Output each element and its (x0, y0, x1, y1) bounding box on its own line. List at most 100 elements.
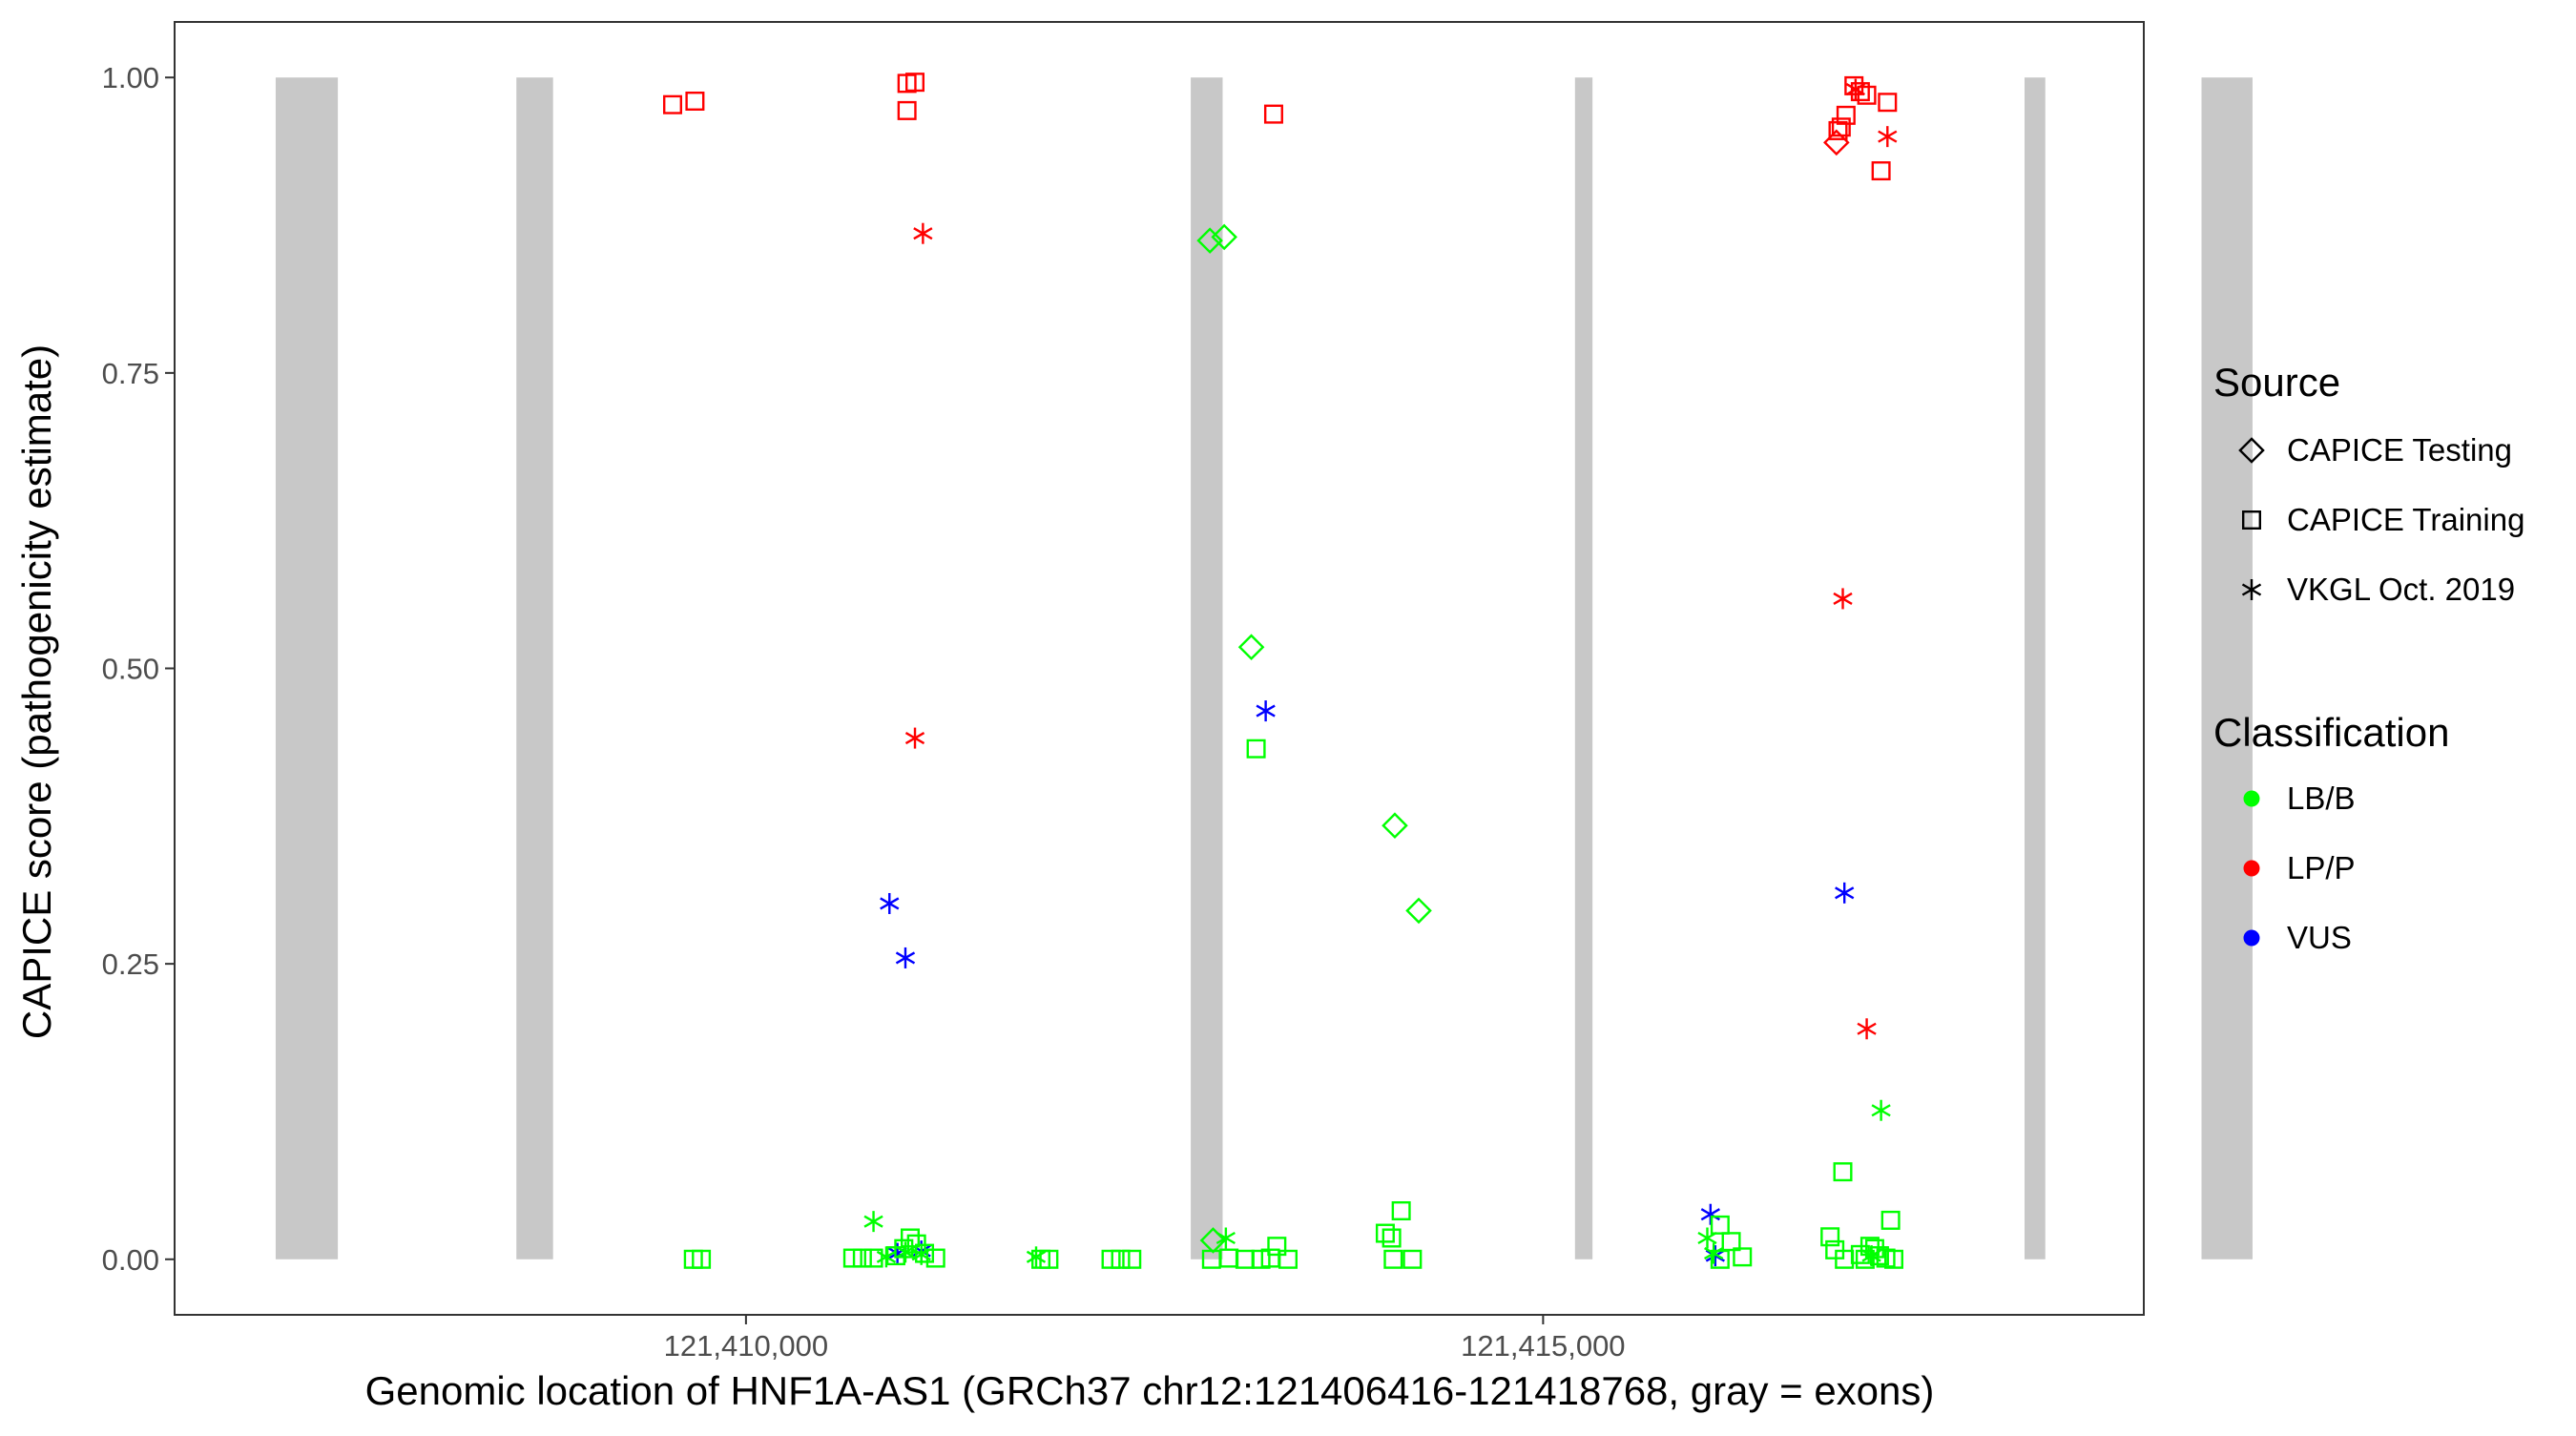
training-lbb-point (1833, 1162, 1853, 1182)
legend-source: Source CAPICE Testing CAPICE Training VKGL … (2213, 360, 2524, 607)
training-lbb-point (1710, 1249, 1730, 1269)
testing-lbb-point (1405, 897, 1432, 925)
legend-classification: Classification LB/B LP/P VUS (2213, 710, 2449, 955)
training-lpp-point (905, 73, 925, 93)
y-tick-label: 0.50 (102, 653, 159, 686)
training-lpp-point (1878, 93, 1898, 113)
training-lpp-point (1857, 85, 1877, 105)
y-axis-title: CAPICE score (pathogenicity estimate) (14, 344, 59, 1039)
exon-band (516, 77, 553, 1259)
training-lbb-point (900, 1228, 920, 1248)
vkgl-vus-point (1835, 882, 1855, 904)
training-lbb-point (1855, 1249, 1875, 1269)
vkgl-lpp-point (904, 727, 925, 749)
plot-panel-border (174, 21, 2145, 1316)
training-lbb-point (1375, 1223, 1395, 1243)
training-lbb-point (1383, 1249, 1403, 1269)
training-lbb-point (1391, 1201, 1411, 1221)
legend-diamond-icon (2238, 437, 2265, 464)
legend-square-icon (2241, 510, 2261, 531)
y-axis-ticks: 0.00 0.25 0.50 0.75 1.00 (102, 61, 175, 1277)
vkgl-vus-point (1705, 1245, 1725, 1267)
legend-color-dot-icon (2243, 790, 2260, 807)
training-lbb-point (1721, 1232, 1741, 1252)
training-lbb-point (852, 1248, 872, 1268)
vkgl-lbb-point (863, 1211, 883, 1233)
vkgl-lpp-point (1833, 588, 1853, 610)
training-lbb-point (894, 1238, 914, 1259)
y-tick-label: 0.00 (102, 1243, 159, 1277)
training-lbb-point (1219, 1248, 1239, 1268)
x-axis-ticks: 121,410,000 121,415,000 (664, 1315, 1626, 1363)
training-lpp-point (897, 100, 917, 120)
training-lpp-point (685, 91, 705, 111)
x-tick-label: 121,410,000 (664, 1329, 828, 1363)
exon-bands (275, 77, 2253, 1259)
training-lpp-point (1263, 104, 1283, 124)
vkgl-lbb-point (1026, 1246, 1047, 1268)
training-lbb-point (1820, 1227, 1840, 1247)
vkgl-lpp-point (1878, 126, 1898, 148)
legend-classification-label: VUS (2287, 920, 2352, 955)
training-lbb-point (1039, 1249, 1059, 1269)
legend-source-label: CAPICE Training (2287, 502, 2524, 537)
y-tick-label: 0.25 (102, 947, 159, 981)
training-lbb-point (1267, 1237, 1287, 1257)
training-lbb-point (692, 1249, 712, 1269)
exon-band (2025, 77, 2046, 1259)
legend-classification-title: Classification (2213, 710, 2449, 755)
legend-classification-label: LB/B (2287, 780, 2356, 816)
vkgl-lbb-point (876, 1246, 897, 1268)
y-tick-label: 1.00 (102, 61, 159, 94)
legend-source-label: CAPICE Testing (2287, 432, 2512, 468)
training-lbb-point (1710, 1215, 1730, 1235)
training-lbb-point (1111, 1249, 1131, 1269)
training-lbb-point (1880, 1210, 1901, 1230)
x-axis-title: Genomic location of HNF1A-AS1 (GRCh37 ch… (365, 1368, 1935, 1413)
legend-asterisk-icon (2241, 579, 2262, 600)
testing-lbb-point (1196, 227, 1223, 254)
vkgl-vus-point (880, 892, 900, 914)
testing-lbb-point (1237, 634, 1265, 661)
testing-lpp-point (1823, 129, 1850, 156)
training-lbb-point (1733, 1247, 1753, 1267)
training-lbb-point (863, 1248, 883, 1268)
exon-band (1574, 77, 1593, 1259)
training-lbb-point (1381, 1228, 1402, 1248)
legend-color-dot-icon (2243, 860, 2260, 877)
training-lbb-point (842, 1248, 862, 1268)
training-lbb-point (1122, 1249, 1142, 1269)
training-lbb-point (1402, 1249, 1423, 1269)
vkgl-lpp-point (913, 222, 933, 244)
y-tick-label: 0.75 (102, 357, 159, 390)
vkgl-lbb-point (1871, 1099, 1891, 1121)
legend-color-dot-icon (2243, 929, 2260, 947)
legend-source-title: Source (2213, 360, 2340, 405)
vkgl-lpp-point (1857, 1018, 1877, 1040)
legend-source-label: VKGL Oct. 2019 (2287, 572, 2515, 607)
vkgl-lpp-point (1845, 78, 1866, 100)
training-lbb-point (1883, 1249, 1903, 1269)
training-lbb-point (1260, 1248, 1280, 1268)
legend-classification-label: LP/P (2287, 850, 2356, 885)
testing-lbb-point (1211, 223, 1237, 251)
vkgl-vus-point (895, 947, 916, 968)
training-lpp-point (1836, 105, 1856, 125)
training-lbb-point (925, 1248, 945, 1268)
training-lbb-point (1251, 1249, 1271, 1269)
x-tick-label: 121,415,000 (1461, 1329, 1625, 1363)
testing-lbb-point (1381, 812, 1408, 840)
training-lbb-point (1235, 1249, 1255, 1269)
exon-band (275, 77, 339, 1259)
exon-band (1191, 77, 1223, 1259)
vkgl-vus-point (1700, 1203, 1720, 1225)
training-lbb-point (915, 1243, 935, 1263)
training-lbb-point (1246, 739, 1266, 759)
training-lbb-point (1869, 1246, 1889, 1266)
training-lpp-point (663, 94, 683, 114)
vkgl-vus-point (1256, 700, 1276, 722)
training-lbb-point (1101, 1249, 1121, 1269)
exon-band (2201, 77, 2253, 1259)
